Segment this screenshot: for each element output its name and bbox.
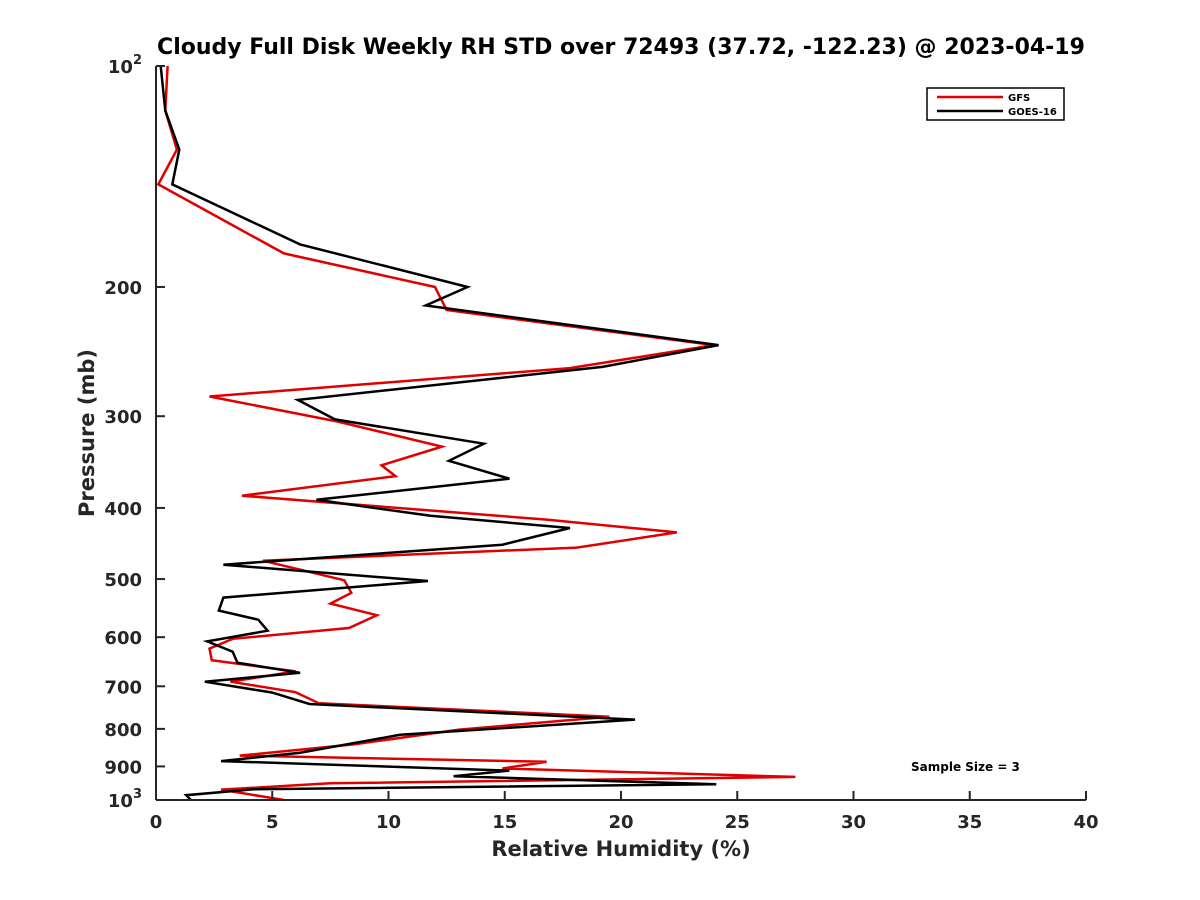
x-tick-label: 15 [492,812,517,833]
x-tick-label: 0 [150,812,163,833]
y-tick-label: 900 [104,757,142,778]
y-tick-label: 400 [104,499,142,520]
legend: GFS GOES-16 [926,87,1065,121]
y-ticks: 102 200 300 400 500 600 700 800 900 103 [104,53,165,812]
chart-title: Cloudy Full Disk Weekly RH STD over 7249… [157,35,1085,60]
legend-box [926,87,1065,121]
legend-label: GOES-16 [1008,107,1057,118]
y-axis-label: Pressure (mb) [75,349,99,517]
y-tick-label: 600 [104,628,142,649]
series-line-goes-16 [159,65,719,801]
x-ticks: 0 5 10 15 20 25 30 35 40 [150,791,1099,833]
y-tick-label: 102 [108,53,142,78]
y-tick-label: 700 [104,677,142,698]
x-tick-label: 20 [608,812,633,833]
sample-size-annotation: Sample Size = 3 [911,760,1020,774]
y-tick-label: 103 [108,787,142,812]
legend-label: GFS [1008,93,1030,104]
x-tick-label: 40 [1073,812,1098,833]
y-tick-label: 300 [104,407,142,428]
x-tick-label: 25 [725,812,750,833]
y-tick-label: 200 [104,278,142,299]
x-tick-label: 10 [376,812,401,833]
x-axis-label: Relative Humidity (%) [491,837,750,861]
axes [155,66,1086,801]
x-tick-label: 5 [266,812,279,833]
y-tick-label: 800 [104,720,142,741]
x-tick-label: 30 [841,812,866,833]
series-layer [156,65,796,802]
y-tick-label: 500 [104,570,142,591]
x-tick-label: 35 [957,812,982,833]
